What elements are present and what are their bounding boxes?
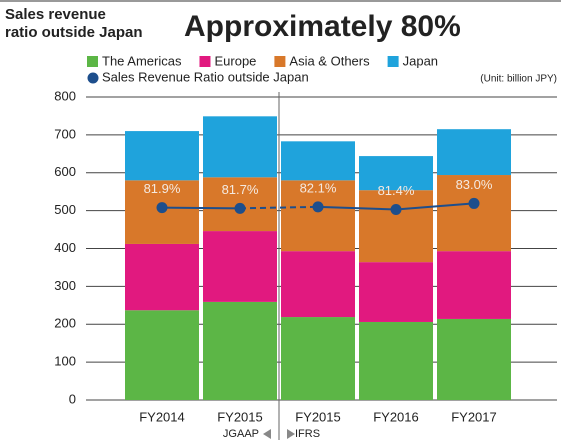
arrow-right	[287, 429, 295, 439]
arrow-left	[263, 429, 271, 439]
bar-segment	[281, 317, 355, 400]
data-label: 81.7%	[222, 182, 259, 197]
line-point	[234, 202, 246, 214]
bar-segment	[437, 318, 511, 400]
legend-swatch	[387, 56, 399, 67]
unit-note: (Unit: billion JPY)	[480, 74, 557, 85]
line-point	[156, 202, 168, 214]
bar-segment	[203, 231, 277, 302]
standard-label: JGAAP	[223, 428, 259, 440]
x-tick-label: FY2015	[295, 409, 341, 424]
x-tick-label: FY2017	[451, 409, 497, 424]
line-segment	[317, 205, 397, 211]
y-tick-label: 200	[54, 316, 76, 331]
standard-label: IFRS	[295, 428, 320, 440]
line-point	[468, 197, 480, 209]
legend-label: Europe	[214, 53, 256, 68]
legend-label: Japan	[403, 53, 438, 68]
data-label: 81.4%	[378, 183, 415, 198]
chart-title: Sales revenue	[5, 6, 106, 23]
y-tick-label: 0	[69, 391, 76, 406]
bar-segment	[125, 310, 199, 400]
bar-segment	[359, 190, 433, 263]
bar-segment	[203, 116, 277, 178]
legend-swatch	[199, 56, 211, 67]
bar-segment	[359, 321, 433, 400]
x-tick-label: FY2014	[139, 409, 185, 424]
x-tick-label: FY2015	[217, 409, 263, 424]
line-segment	[161, 206, 241, 210]
line-segment	[395, 202, 475, 211]
bar-segment	[281, 180, 355, 252]
legend-label: Sales Revenue Ratio outside Japan	[102, 69, 309, 84]
y-tick-label: 600	[54, 164, 76, 179]
legend-swatch	[274, 56, 286, 67]
legend-marker	[87, 72, 99, 84]
bar-segment	[203, 301, 277, 400]
legend-label: The Americas	[102, 53, 182, 68]
line-point	[390, 203, 402, 215]
line-point	[312, 201, 324, 213]
data-label: 82.1%	[300, 180, 337, 195]
bar-segment	[437, 251, 511, 319]
y-tick-label: 800	[54, 88, 76, 103]
y-tick-label: 700	[54, 126, 76, 141]
y-tick-label: 400	[54, 240, 76, 255]
bar-segment	[437, 175, 511, 252]
bar-segment	[125, 243, 199, 311]
bar-segment	[359, 262, 433, 322]
bar-segment	[281, 141, 355, 181]
legend-swatch	[87, 56, 98, 67]
line-segment	[239, 205, 319, 210]
y-tick-label: 500	[54, 202, 76, 217]
data-label: 83.0%	[456, 177, 493, 192]
chart-title: ratio outside Japan	[5, 24, 143, 41]
headline: Approximately 80%	[184, 10, 461, 43]
bar-segment	[125, 131, 199, 181]
bar-segment	[437, 129, 511, 176]
bar-segment	[281, 251, 355, 318]
x-tick-label: FY2016	[373, 409, 419, 424]
y-tick-label: 300	[54, 278, 76, 293]
legend-label: Asia & Others	[289, 53, 370, 68]
bar-segment	[359, 156, 433, 191]
y-tick-label: 100	[54, 354, 76, 369]
data-label: 81.9%	[144, 181, 181, 196]
